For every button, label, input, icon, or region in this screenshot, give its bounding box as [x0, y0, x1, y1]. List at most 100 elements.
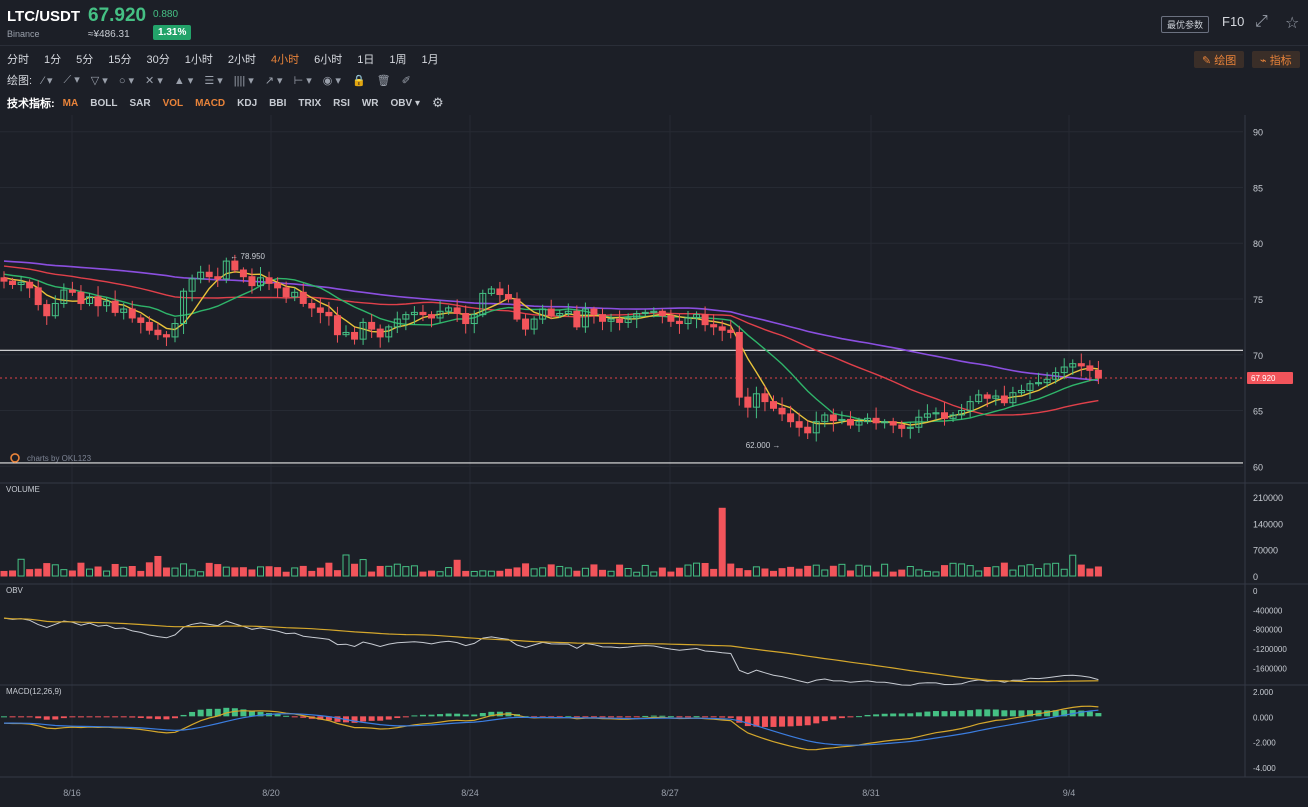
hline-tool-icon[interactable]: ☰ ▾ [204, 74, 223, 87]
volume-bar [359, 559, 367, 577]
indicator-kdj[interactable]: KDJ [237, 97, 258, 109]
volume-bar [752, 566, 760, 577]
y-tick-label: 65 [1253, 407, 1263, 417]
star-icon[interactable]: ☆ [1285, 15, 1300, 32]
optimal-params-button[interactable]: 最优参数 [1161, 16, 1210, 33]
macd-histogram-bar [804, 716, 811, 726]
indicator-icon: ⌁ [1260, 55, 1270, 67]
trash-icon[interactable]: 🗑 [376, 74, 391, 87]
timeframe-0[interactable]: 分时 [7, 54, 29, 66]
volume-bar [770, 570, 777, 577]
candle-body [239, 269, 247, 278]
candle-body [898, 424, 906, 429]
candle-body [1043, 378, 1051, 384]
cross-tool-icon[interactable]: ✕ ▾ [145, 74, 163, 87]
macd-histogram-bar [240, 709, 247, 717]
indicator-bbi[interactable]: BBI [269, 97, 287, 109]
indicator-sar[interactable]: SAR [129, 97, 151, 109]
symbol-label[interactable]: LTC/USDT [7, 8, 81, 25]
candle-body [915, 416, 923, 428]
candle-body [274, 282, 282, 289]
volume-bar [915, 569, 923, 577]
macd-histogram-bar [744, 716, 751, 727]
volume-bar [34, 568, 42, 577]
candle-body [787, 413, 795, 423]
candle-body [1009, 392, 1017, 404]
y-tick-label: 85 [1253, 183, 1263, 193]
indicator-rsi[interactable]: RSI [333, 97, 350, 109]
candle-body [573, 310, 581, 328]
cny-price: ≈¥486.31 [88, 29, 130, 40]
timeframe-5[interactable]: 1小时 [184, 54, 213, 66]
candle-body [675, 320, 683, 325]
indicator-macd[interactable]: MACD [195, 97, 226, 109]
eraser-icon[interactable]: ✐ [401, 74, 411, 87]
macd-histogram-bar [163, 716, 170, 720]
volume-bar [393, 563, 401, 577]
measure-tool-icon[interactable]: ⊢ ▾ [293, 74, 312, 87]
timeframe-2[interactable]: 5分 [76, 54, 94, 66]
candle-body [1060, 366, 1068, 374]
macd-histogram-bar [531, 716, 538, 718]
triangle-tool-icon[interactable]: ▽ ▾ [90, 74, 108, 87]
macd-histogram-bar [838, 716, 845, 719]
timeframe-7[interactable]: 4小时 [271, 54, 300, 66]
macd-histogram-bar [103, 716, 110, 718]
arrow-tool-icon[interactable]: ↗ ▾ [264, 74, 283, 87]
candle-body [436, 310, 444, 319]
volume-bar [787, 566, 795, 577]
timeframe-8[interactable]: 6小时 [314, 54, 343, 66]
candle-body [154, 329, 162, 336]
obv-label: OBV [6, 586, 24, 595]
timeframe-4[interactable]: 30分 [146, 54, 170, 66]
timeframe-1[interactable]: 1分 [44, 54, 62, 66]
timeframe-10[interactable]: 1周 [389, 54, 407, 66]
macd-histogram-bar [907, 713, 914, 717]
macd-histogram-bar [223, 707, 230, 717]
candle-body [881, 421, 889, 424]
candle-body [351, 331, 359, 340]
macd-histogram-bar [385, 716, 392, 720]
volume-bar [479, 570, 487, 577]
line-tool-icon[interactable]: ⁄ ▾ [42, 74, 53, 87]
volume-bar [821, 569, 829, 577]
macd-histogram-bar [35, 716, 42, 719]
indicator-trix[interactable]: TRIX [298, 97, 322, 109]
volume-bar [376, 565, 384, 577]
candle-body [838, 418, 846, 422]
volume-bar [1035, 568, 1043, 577]
indicator-ma[interactable]: MA [62, 97, 79, 109]
indicator-obv[interactable]: OBV ▾ [390, 97, 420, 109]
fib-tool-icon[interactable]: ▲ ▾ [173, 74, 194, 87]
indicator-button[interactable]: ⌁ 指标 [1252, 51, 1300, 68]
macd-histogram-bar [932, 711, 939, 717]
price-chart[interactable]: ← 78.950 62.000 → charts by OKL123 67.920 V… [0, 115, 1308, 807]
timeframe-11[interactable]: 1月 [421, 54, 439, 66]
lock-icon[interactable]: 🔒 [351, 74, 366, 87]
macd-histogram-bar [710, 716, 717, 718]
volume-bar [855, 564, 863, 577]
indicator-wr[interactable]: WR [361, 97, 379, 109]
fullscreen-icon[interactable]: ⤢ [1255, 13, 1268, 30]
timeframe-9[interactable]: 1日 [357, 54, 375, 66]
volume-bar [983, 566, 991, 577]
draw-button[interactable]: ✎ 绘图 [1194, 51, 1245, 68]
indicator-boll[interactable]: BOLL [90, 97, 118, 109]
circle-tool-icon[interactable]: ○ ▾ [118, 74, 135, 87]
candle-body [428, 314, 435, 319]
macd-histogram-bar [454, 713, 461, 717]
last-price: 67.920 [88, 5, 147, 26]
indicator-vol[interactable]: VOL [162, 97, 184, 109]
f10-button[interactable]: F10 [1222, 14, 1245, 29]
volume-bar [864, 565, 872, 577]
timeframe-3[interactable]: 15分 [108, 54, 132, 66]
volume-bar [504, 568, 512, 577]
macd-histogram-bar [898, 713, 905, 717]
ray-tool-icon[interactable]: ⟋ ▾ [63, 74, 80, 86]
volume-tick: 140000 [1253, 519, 1283, 529]
eye-tool-icon[interactable]: ◉ ▾ [322, 74, 341, 87]
candle-body [316, 307, 324, 313]
vline-tool-icon[interactable]: |||| ▾ [233, 74, 254, 87]
settings-icon[interactable]: ⚙ [431, 95, 444, 110]
timeframe-6[interactable]: 2小时 [227, 54, 256, 66]
